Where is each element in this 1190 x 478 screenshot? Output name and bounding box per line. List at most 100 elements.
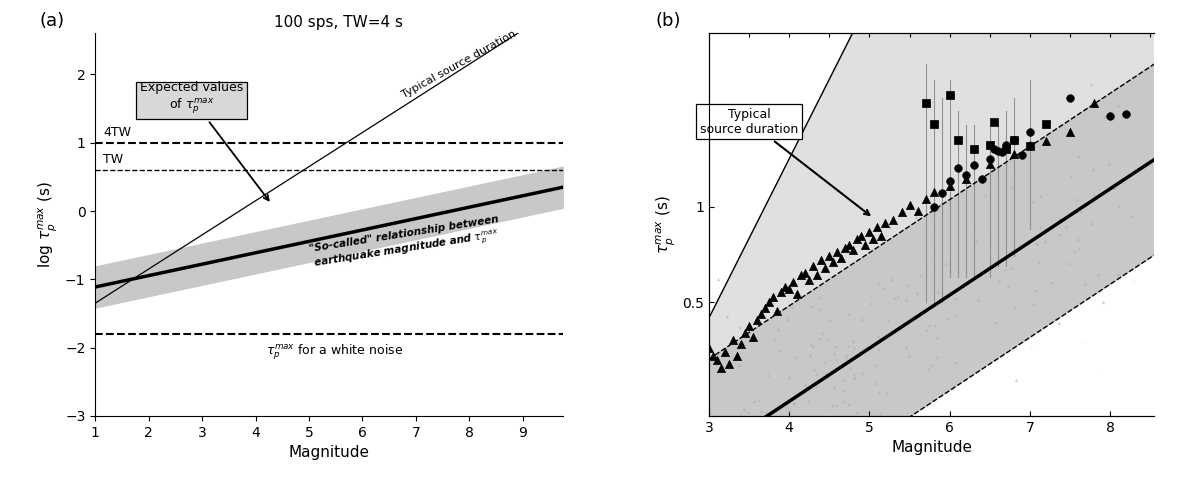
Point (1096, 194, 1115, 202)
Point (909, 336, 928, 344)
Point (865, 361, 884, 369)
Point (820, 356, 839, 364)
Point (810, 293, 829, 301)
Point (820, 252, 839, 260)
Point (992, 149, 1011, 156)
Point (806, 278, 825, 286)
Point (941, 341, 960, 349)
Point (731, 324, 750, 331)
Point (1007, 376, 1026, 384)
Point (776, 283, 795, 291)
Point (960, 307, 979, 315)
Point (758, 371, 777, 379)
Point (771, 347, 790, 354)
Point (1031, 325, 1050, 333)
Point (764, 336, 783, 343)
Point (940, 178, 959, 185)
Point (896, 343, 915, 350)
Point (884, 402, 903, 410)
Point (881, 276, 900, 283)
Point (845, 373, 864, 380)
Point (775, 358, 794, 366)
Point (921, 361, 940, 369)
Point (888, 251, 907, 259)
Point (1070, 244, 1089, 252)
Point (1051, 215, 1070, 223)
Point (883, 303, 902, 310)
Point (751, 407, 770, 415)
Point (1076, 281, 1095, 288)
Point (869, 347, 888, 354)
Point (1079, 199, 1098, 206)
Point (859, 384, 878, 392)
Point (779, 374, 798, 381)
Point (838, 342, 857, 350)
Point (1065, 210, 1084, 218)
Point (1072, 207, 1091, 215)
Point (1089, 270, 1108, 278)
Point (844, 337, 863, 345)
Point (803, 397, 822, 405)
Point (1020, 128, 1039, 135)
Text: $\tau_p^{max}$ for a white noise: $\tau_p^{max}$ for a white noise (267, 343, 403, 362)
Point (946, 311, 965, 318)
Point (707, 356, 726, 364)
Point (1108, 270, 1127, 277)
Point (813, 329, 832, 337)
Point (1091, 369, 1110, 376)
Point (856, 241, 875, 249)
Point (946, 294, 965, 302)
Point (860, 228, 879, 236)
Point (1004, 273, 1023, 281)
Point (897, 281, 916, 289)
Point (757, 406, 776, 414)
Point (844, 246, 863, 254)
Point (778, 315, 797, 323)
Point (1004, 151, 1023, 158)
Point (1057, 223, 1076, 230)
Point (852, 369, 871, 377)
Point (957, 175, 976, 183)
Point (952, 227, 971, 234)
Point (1016, 236, 1035, 243)
Point (966, 237, 985, 245)
Point (802, 302, 821, 309)
Point (739, 323, 758, 330)
Point (1075, 173, 1094, 180)
Point (757, 408, 776, 416)
Point (925, 321, 944, 329)
Point (1036, 137, 1056, 145)
Point (869, 280, 888, 287)
Point (964, 161, 983, 169)
Point (757, 409, 776, 416)
Point (1036, 120, 1056, 128)
Point (1107, 254, 1126, 262)
Point (808, 271, 827, 279)
Point (1069, 235, 1088, 243)
Point (846, 374, 865, 382)
Point (777, 403, 796, 411)
Point (825, 342, 844, 350)
Point (1004, 136, 1023, 144)
Point (1001, 184, 1020, 191)
Point (923, 312, 942, 320)
Point (1116, 137, 1135, 145)
Point (718, 313, 737, 320)
Point (929, 288, 948, 296)
Point (708, 275, 727, 283)
Point (852, 232, 871, 239)
Point (1035, 237, 1054, 244)
Point (1066, 208, 1085, 216)
Point (919, 365, 938, 373)
Point (984, 145, 1003, 152)
Text: (b): (b) (656, 11, 681, 30)
Point (894, 225, 913, 232)
Point (833, 397, 852, 404)
Text: TW: TW (104, 153, 124, 166)
Point (752, 310, 771, 318)
Point (985, 248, 1004, 256)
Point (796, 381, 815, 389)
Point (876, 305, 895, 313)
Point (975, 258, 994, 265)
Point (925, 120, 944, 128)
